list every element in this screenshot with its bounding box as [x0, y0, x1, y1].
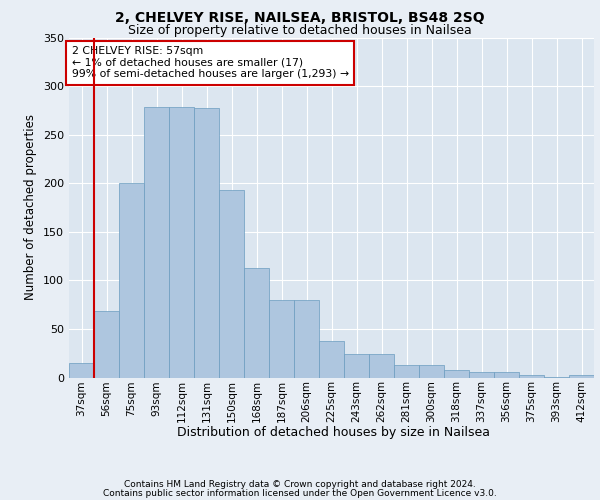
Bar	[69, 363, 94, 378]
Bar	[94, 312, 119, 378]
Bar	[294, 300, 319, 378]
Bar	[319, 340, 344, 378]
Bar	[444, 370, 469, 378]
Bar	[344, 354, 369, 378]
Y-axis label: Number of detached properties: Number of detached properties	[25, 114, 37, 300]
Text: 2, CHELVEY RISE, NAILSEA, BRISTOL, BS48 2SQ: 2, CHELVEY RISE, NAILSEA, BRISTOL, BS48 …	[115, 11, 485, 25]
Bar	[169, 108, 194, 378]
Text: Contains public sector information licensed under the Open Government Licence v3: Contains public sector information licen…	[103, 488, 497, 498]
Bar	[219, 190, 244, 378]
Bar	[369, 354, 394, 378]
Bar	[194, 108, 219, 378]
Bar	[569, 374, 594, 378]
Bar	[494, 372, 519, 378]
Bar	[394, 365, 419, 378]
Text: 2 CHELVEY RISE: 57sqm
← 1% of detached houses are smaller (17)
99% of semi-detac: 2 CHELVEY RISE: 57sqm ← 1% of detached h…	[71, 46, 349, 79]
Text: Size of property relative to detached houses in Nailsea: Size of property relative to detached ho…	[128, 24, 472, 37]
Bar	[144, 108, 169, 378]
Bar	[469, 372, 494, 378]
Bar	[519, 374, 544, 378]
Text: Contains HM Land Registry data © Crown copyright and database right 2024.: Contains HM Land Registry data © Crown c…	[124, 480, 476, 489]
Bar	[544, 376, 569, 378]
Bar	[269, 300, 294, 378]
Bar	[419, 365, 444, 378]
Text: Distribution of detached houses by size in Nailsea: Distribution of detached houses by size …	[176, 426, 490, 439]
Bar	[119, 183, 144, 378]
Bar	[244, 268, 269, 378]
